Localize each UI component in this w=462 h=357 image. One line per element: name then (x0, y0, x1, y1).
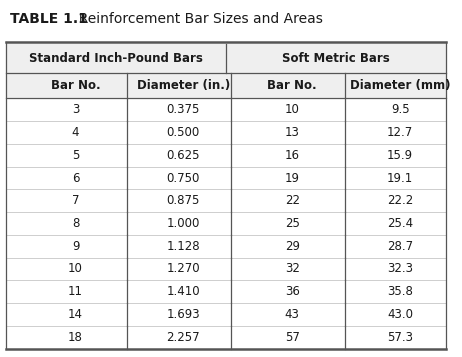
Text: 19: 19 (285, 171, 300, 185)
Text: 4: 4 (72, 126, 79, 139)
Text: 25: 25 (285, 217, 300, 230)
Text: 9: 9 (72, 240, 79, 253)
Text: 28.7: 28.7 (387, 240, 413, 253)
Text: 43: 43 (285, 308, 300, 321)
Bar (6, 144, 446, 167)
Text: 3: 3 (72, 103, 79, 116)
Text: 6: 6 (72, 171, 79, 185)
Text: 32.3: 32.3 (387, 262, 413, 276)
Text: 57: 57 (285, 331, 300, 344)
Bar (6, 235, 446, 258)
Text: 0.875: 0.875 (167, 194, 200, 207)
Text: Reinforcement Bar Sizes and Areas: Reinforcement Bar Sizes and Areas (70, 12, 323, 26)
Text: Standard Inch-Pound Bars: Standard Inch-Pound Bars (29, 52, 203, 65)
Text: 36: 36 (285, 285, 300, 298)
Text: 1.270: 1.270 (166, 262, 200, 276)
Bar (6, 326, 446, 348)
Text: 19.1: 19.1 (387, 171, 413, 185)
Text: 1.128: 1.128 (166, 240, 200, 253)
Text: 29: 29 (285, 240, 300, 253)
Bar (6, 44, 446, 73)
Bar (6, 189, 446, 212)
Text: 10: 10 (285, 103, 300, 116)
Text: 2.257: 2.257 (166, 331, 200, 344)
Text: 18: 18 (68, 331, 83, 344)
Text: 25.4: 25.4 (387, 217, 413, 230)
Text: 11: 11 (68, 285, 83, 298)
Bar (6, 212, 446, 235)
Bar (6, 121, 446, 144)
Text: 32: 32 (285, 262, 300, 276)
Text: 57.3: 57.3 (387, 331, 413, 344)
Text: 16: 16 (285, 149, 300, 162)
Text: 12.7: 12.7 (387, 126, 413, 139)
Text: 8: 8 (72, 217, 79, 230)
Bar (6, 99, 446, 121)
Text: 0.500: 0.500 (167, 126, 200, 139)
Text: 0.750: 0.750 (167, 171, 200, 185)
Text: 13: 13 (285, 126, 300, 139)
Text: 35.8: 35.8 (387, 285, 413, 298)
Text: Bar No.: Bar No. (51, 79, 100, 92)
Bar (6, 303, 446, 326)
Text: Diameter (in.): Diameter (in.) (137, 79, 230, 92)
Text: TABLE 1.1: TABLE 1.1 (10, 12, 88, 26)
Text: Diameter (mm): Diameter (mm) (350, 79, 450, 92)
Text: 1.410: 1.410 (166, 285, 200, 298)
Text: 22.2: 22.2 (387, 194, 413, 207)
Bar (6, 167, 446, 189)
Text: 22: 22 (285, 194, 300, 207)
Text: 15.9: 15.9 (387, 149, 413, 162)
Text: 7: 7 (72, 194, 79, 207)
Text: Soft Metric Bars: Soft Metric Bars (282, 52, 390, 65)
Text: 1.000: 1.000 (167, 217, 200, 230)
Text: Bar No.: Bar No. (267, 79, 317, 92)
Text: 0.625: 0.625 (167, 149, 200, 162)
Bar (6, 280, 446, 303)
Text: 10: 10 (68, 262, 83, 276)
Text: 5: 5 (72, 149, 79, 162)
Text: 1.693: 1.693 (166, 308, 200, 321)
Bar (6, 258, 446, 280)
Text: 0.375: 0.375 (167, 103, 200, 116)
Text: 14: 14 (68, 308, 83, 321)
Bar (6, 73, 446, 99)
Text: 43.0: 43.0 (387, 308, 413, 321)
Text: 9.5: 9.5 (391, 103, 409, 116)
